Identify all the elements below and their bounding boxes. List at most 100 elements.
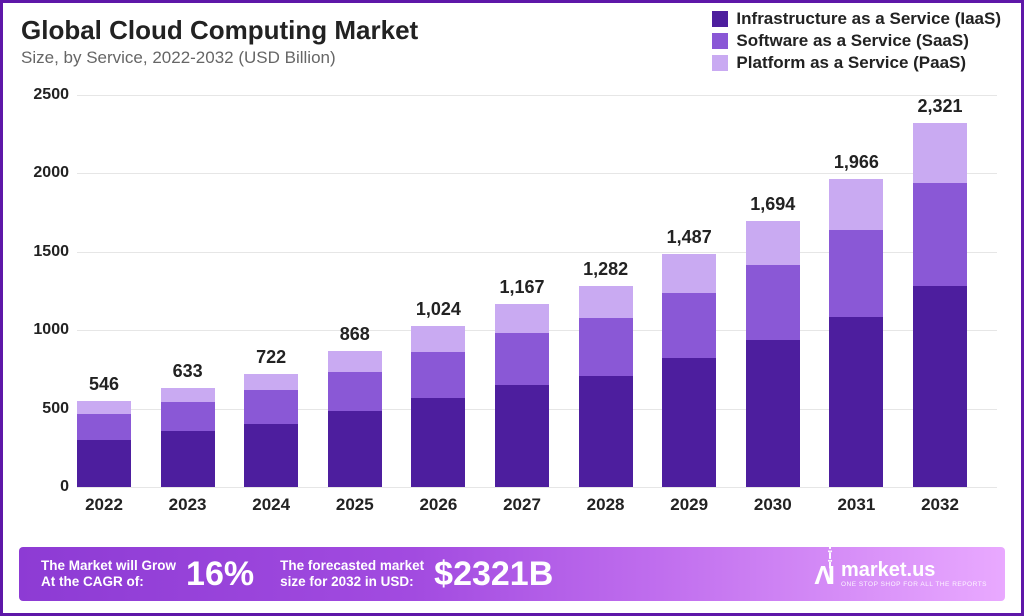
bar-segment (913, 286, 967, 487)
bar: 8682025 (328, 95, 382, 487)
x-axis-tick: 2026 (419, 495, 457, 515)
x-axis-tick: 2032 (921, 495, 959, 515)
bar: 1,4872029 (662, 95, 716, 487)
bar-total-label: 722 (256, 347, 286, 368)
bar-total-label: 546 (89, 374, 119, 395)
bar-segment (244, 424, 298, 488)
bar-total-label: 1,024 (416, 299, 461, 320)
brand: ɅꙶꙶꙶꙶI market.us ONE STOP SHOP FOR ALL T… (814, 556, 987, 592)
bar-total-label: 1,966 (834, 152, 879, 173)
x-axis-tick: 2022 (85, 495, 123, 515)
footer-banner: The Market will Grow At the CAGR of: 16%… (19, 547, 1005, 601)
size-label: The forecasted market size for 2032 in U… (280, 558, 424, 590)
bar-segment (829, 179, 883, 230)
bar-segment (77, 414, 131, 440)
bar: 1,6942030 (746, 95, 800, 487)
y-axis-tick: 2500 (19, 86, 69, 104)
cagr-label-line2: At the CAGR of: (41, 574, 176, 590)
bar-segment (662, 254, 716, 293)
bar: 1,9662031 (829, 95, 883, 487)
bar-total-label: 1,487 (667, 227, 712, 248)
bar: 1,2822028 (579, 95, 633, 487)
x-axis-tick: 2029 (670, 495, 708, 515)
bar-total-label: 2,321 (917, 96, 962, 117)
y-axis-tick: 0 (19, 478, 69, 496)
legend-label: Infrastructure as a Service (IaaS) (736, 9, 1001, 29)
bar-segment (495, 385, 549, 487)
chart-area: Global Cloud Computing Market Size, by S… (3, 3, 1021, 543)
bar: 1,0242026 (411, 95, 465, 487)
x-axis-tick: 2025 (336, 495, 374, 515)
bar: 1,1672027 (495, 95, 549, 487)
bar-segment (662, 293, 716, 359)
bar-segment (328, 411, 382, 487)
y-axis-tick: 2000 (19, 164, 69, 182)
bar: 2,3212032 (913, 95, 967, 487)
bar-segment (328, 372, 382, 411)
y-axis-tick: 1000 (19, 321, 69, 339)
bar-segment (829, 317, 883, 487)
legend-item: Platform as a Service (PaaS) (712, 53, 1001, 73)
bar-segment (328, 351, 382, 372)
legend-item: Software as a Service (SaaS) (712, 31, 1001, 51)
cagr-value: 16% (186, 555, 254, 594)
brand-name: market.us (841, 560, 987, 580)
bar-total-label: 1,694 (750, 194, 795, 215)
bar-segment (579, 286, 633, 318)
bar-segment (913, 123, 967, 183)
legend-item: Infrastructure as a Service (IaaS) (712, 9, 1001, 29)
bar-segment (495, 304, 549, 333)
bar-total-label: 868 (340, 324, 370, 345)
size-value: $2321B (434, 555, 553, 594)
legend-swatch (712, 55, 728, 71)
bars-container: 5462022 6332023 7222024 8682025 1,0242026 1,1… (77, 95, 997, 487)
cagr-label-line1: The Market will Grow (41, 558, 176, 574)
bar-total-label: 633 (173, 361, 203, 382)
x-axis-tick: 2031 (837, 495, 875, 515)
bar-segment (829, 230, 883, 317)
bar-segment (161, 388, 215, 402)
size-label-line2: size for 2032 in USD: (280, 574, 424, 590)
bar-segment (77, 401, 131, 414)
bar-segment (913, 183, 967, 286)
bar: 5462022 (77, 95, 131, 487)
x-axis-tick: 2027 (503, 495, 541, 515)
bar-segment (161, 402, 215, 432)
chart-frame: Global Cloud Computing Market Size, by S… (0, 0, 1024, 616)
x-axis-tick: 2023 (169, 495, 207, 515)
bar-segment (161, 431, 215, 487)
brand-logo-icon: ɅꙶꙶꙶꙶI (814, 556, 833, 592)
legend-label: Software as a Service (SaaS) (736, 31, 968, 51)
bar-segment (244, 374, 298, 390)
bar-segment (244, 390, 298, 424)
brand-tagline: ONE STOP SHOP FOR ALL THE REPORTS (841, 582, 987, 589)
x-axis-tick: 2030 (754, 495, 792, 515)
bar-total-label: 1,282 (583, 259, 628, 280)
y-axis-tick: 1500 (19, 243, 69, 261)
bar-segment (579, 318, 633, 375)
bar: 6332023 (161, 95, 215, 487)
legend-label: Platform as a Service (PaaS) (736, 53, 966, 73)
legend: Infrastructure as a Service (IaaS)Softwa… (712, 9, 1001, 75)
plot-region: 5462022 6332023 7222024 8682025 1,0242026 1,1… (77, 95, 997, 487)
bar-segment (746, 265, 800, 340)
bar-total-label: 1,167 (499, 277, 544, 298)
bar-segment (746, 221, 800, 265)
bar-segment (77, 440, 131, 487)
bar: 7222024 (244, 95, 298, 487)
legend-swatch (712, 11, 728, 27)
gridline (77, 487, 997, 488)
bar-segment (411, 352, 465, 398)
legend-swatch (712, 33, 728, 49)
bar-segment (411, 398, 465, 487)
x-axis-tick: 2024 (252, 495, 290, 515)
bar-segment (411, 326, 465, 352)
x-axis-tick: 2028 (587, 495, 625, 515)
size-label-line1: The forecasted market (280, 558, 424, 574)
bar-segment (662, 358, 716, 487)
bar-segment (746, 340, 800, 487)
bar-segment (495, 333, 549, 385)
bar-segment (579, 376, 633, 487)
y-axis-tick: 500 (19, 400, 69, 418)
cagr-label: The Market will Grow At the CAGR of: (41, 558, 176, 590)
